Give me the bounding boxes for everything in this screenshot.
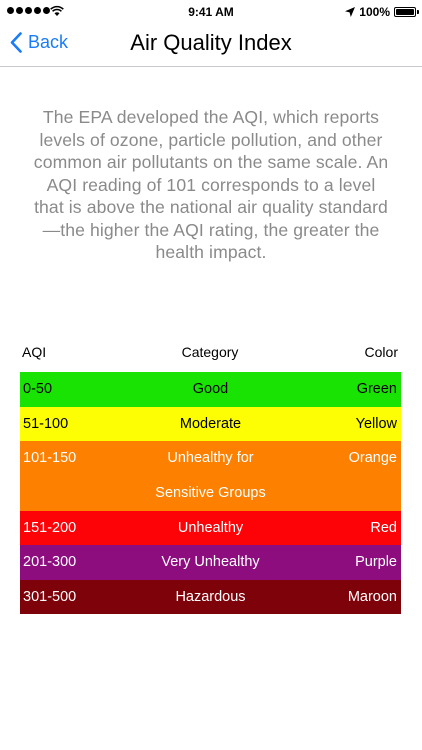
status-right: 100%: [345, 5, 419, 19]
cell-category-line-1: Unhealthy for: [167, 450, 254, 467]
status-bar: 9:41 AM 100%: [0, 0, 422, 24]
battery-percentage: 100%: [359, 5, 390, 19]
cell-color-name: Red: [370, 519, 397, 536]
table-row-moderate: 51-100 Moderate Yellow: [20, 406, 401, 442]
chevron-left-icon: [10, 32, 22, 53]
cell-aqi-range: 201-300: [23, 554, 77, 571]
cell-aqi-range: 151-200: [23, 519, 77, 536]
cell-aqi-range: 301-500: [23, 588, 77, 605]
signal-strength-icon: [7, 7, 50, 14]
table-row-good: 0-50 Good Green: [20, 372, 401, 407]
wifi-icon: [50, 5, 64, 16]
cell-category: Moderate: [179, 415, 242, 432]
cell-color-name: Yellow: [355, 415, 397, 432]
header-aqi: AQI: [22, 344, 47, 360]
aqi-table: 0-50 Good Green 51-100 Moderate Yellow 1…: [20, 372, 401, 615]
cell-color-name: Purple: [355, 554, 397, 571]
cell-category: Hazardous: [175, 588, 246, 605]
cell-color-name: Orange: [348, 450, 397, 467]
table-header: AQI Category Color: [22, 344, 398, 364]
status-time: 9:41 AM: [188, 5, 234, 19]
back-button[interactable]: Back: [10, 32, 68, 53]
cell-color-name: Maroon: [347, 588, 397, 605]
battery-icon: [394, 7, 419, 17]
navigation-bar: Back Air Quality Index: [0, 24, 422, 67]
table-row-very-unhealthy: 201-300 Very Unhealthy Purple: [20, 545, 401, 580]
page-title: Air Quality Index: [130, 30, 292, 55]
intro-paragraph: The EPA developed the AQI, which reports…: [33, 107, 389, 262]
cell-category: Unhealthy: [177, 519, 244, 536]
cell-category: Very Unhealthy: [161, 554, 260, 571]
cell-color-name: Green: [356, 381, 397, 397]
cell-aqi-range: 101-150: [23, 450, 77, 467]
cell-category-line-2: Sensitive Groups: [155, 484, 266, 501]
header-category: Category: [181, 344, 239, 360]
table-row-unhealthy-sensitive: 101-150 Unhealthy for Sensitive Groups O…: [20, 441, 401, 511]
table-row-hazardous: 301-500 Hazardous Maroon: [20, 579, 401, 615]
table-row-unhealthy: 151-200 Unhealthy Red: [20, 510, 401, 546]
cell-aqi-range: 51-100: [23, 415, 69, 432]
cell-category: Unhealthy for Sensitive Groups: [20, 441, 401, 510]
cell-category: Good: [192, 381, 229, 397]
header-color: Color: [364, 344, 398, 360]
back-button-label: Back: [28, 32, 69, 52]
cell-aqi-range: 0-50: [23, 381, 53, 397]
location-arrow-icon: [345, 7, 356, 17]
